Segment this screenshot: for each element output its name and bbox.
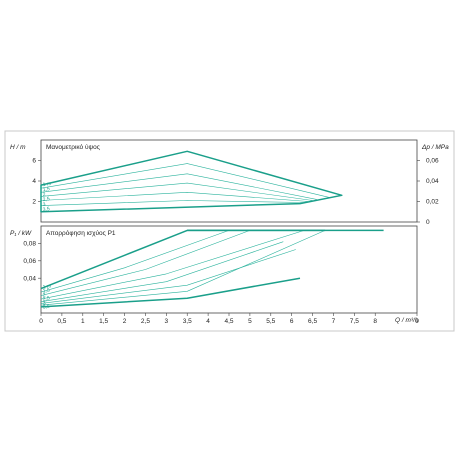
power-x-tick-label: 0,5 [57, 318, 66, 325]
head-y-tick-label: 2 [32, 199, 36, 206]
head-right-axis-label: Δp / MPa [421, 144, 449, 151]
power-ticks: 0,040,060,080 0,5 1 1,5 2 2,5 3 3,5 4 4,5 5 5,5 6 6,5… [23, 241, 419, 325]
power-x-tick-label: 2,5 [141, 318, 150, 325]
head-panel-title: Μανομετρικό ύψος [46, 143, 100, 151]
power-y-tick-label: 0,08 [23, 241, 36, 248]
head-curve [40, 173, 317, 200]
head-panel: Μανομετρικό ύψος H / m Δp / MPa 2 4 6 0 0,02… [10, 139, 449, 227]
power-y-tick-label: 0,06 [23, 258, 36, 265]
power-y-axis-label: P₁ / kW [10, 230, 32, 237]
power-x-tick-label: 6 [290, 318, 294, 325]
head-curve-label: 2 [42, 192, 46, 198]
head-curve-label: 1 m [42, 181, 51, 188]
head-y-tick-label: 4 [32, 178, 36, 185]
power-curve [40, 277, 301, 308]
power-curve-label: 1,5 [42, 288, 50, 295]
head-curve-label: 3,5 [42, 206, 50, 213]
power-panel: Απορρόφηση ισχύος P1 P₁ / kW Q / m³/h 0,… [10, 225, 419, 325]
power-curves: 1 m1,522,533,5 [40, 229, 384, 311]
power-curve [40, 241, 284, 302]
head-right-tick-label: 0,02 [426, 199, 439, 206]
head-y-ticks: 2 4 6 0 0,02 0,04 0,06 [32, 158, 439, 227]
power-x-tick-label: 9 [415, 318, 419, 325]
head-curve [40, 191, 309, 202]
power-curve [40, 230, 305, 300]
power-curve [40, 249, 296, 304]
head-y-axis-label: H / m [10, 144, 26, 151]
power-curve-label: 3 [42, 300, 46, 306]
head-curve [40, 182, 313, 201]
power-x-tick-label: 6,5 [308, 318, 317, 325]
head-y-tick-label: 6 [32, 158, 36, 165]
head-curve [40, 163, 330, 198]
power-x-tick-label: 1,5 [99, 318, 108, 325]
power-x-axis-label: Q / m³/h [395, 317, 419, 324]
head-right-tick-label: 0 [426, 219, 430, 226]
power-x-tick-label: 3 [165, 318, 169, 325]
power-curve [40, 230, 326, 306]
power-curve-label: 3,5 [42, 304, 50, 311]
head-curves: 1 m1,522,533,5 [40, 150, 343, 213]
power-curve-label: 2,5 [42, 296, 50, 303]
power-x-tick-label: 2 [123, 318, 127, 325]
power-x-tick-label: 8 [373, 318, 377, 325]
head-curve-label: 3 [42, 202, 46, 208]
power-x-tick-label: 3,5 [183, 318, 192, 325]
power-curve-label: 1 m [42, 284, 51, 291]
head-envelope-curve [40, 150, 343, 213]
power-x-tick-label: 0 [39, 318, 43, 325]
power-x-tick-label: 4 [206, 318, 210, 325]
head-curve-label: 2,5 [42, 196, 50, 203]
power-curve [40, 230, 251, 296]
head-curve-label: 1,5 [42, 186, 50, 193]
power-x-tick-label: 5 [248, 318, 252, 325]
power-x-tick-label: 7,5 [350, 318, 359, 325]
power-curve-label: 2 [42, 292, 46, 298]
head-curve [40, 200, 305, 206]
power-x-tick-label: 1 [81, 318, 85, 325]
power-plot-area [40, 225, 418, 314]
power-y-tick-label: 0,04 [23, 275, 36, 282]
power-panel-title: Απορρόφηση ισχύος P1 [46, 229, 116, 237]
head-plot-area [40, 139, 418, 223]
power-x-tick-label: 7 [332, 318, 336, 325]
head-right-tick-label: 0,06 [426, 158, 439, 165]
power-x-tick-label: 4,5 [224, 318, 233, 325]
power-x-tick-label: 5,5 [266, 318, 275, 325]
head-right-tick-label: 0,04 [426, 178, 439, 185]
